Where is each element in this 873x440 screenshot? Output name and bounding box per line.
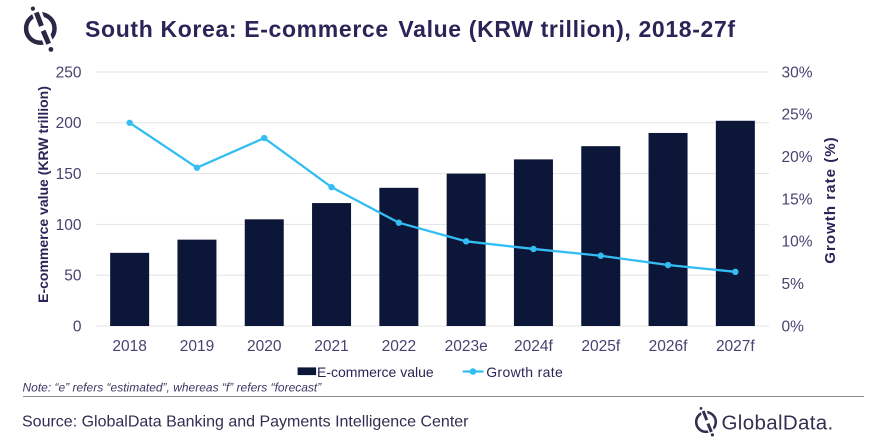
svg-text:Growth rate (%): Growth rate (%) (822, 136, 839, 263)
svg-text:GlobalData.: GlobalData. (722, 411, 834, 434)
svg-text:South Korea: E-commerce Value: South Korea: E-commerce Value (KRW trill… (85, 16, 736, 42)
svg-text:5%: 5% (782, 276, 805, 293)
svg-text:Source: GlobalData Banking and: Source: GlobalData Banking and Payments … (22, 413, 469, 430)
svg-text:2019: 2019 (180, 338, 214, 355)
svg-text:2021: 2021 (314, 338, 348, 355)
svg-text:150: 150 (56, 166, 82, 183)
svg-text:250: 250 (56, 64, 82, 81)
svg-text:E-commerce value: E-commerce value (317, 364, 434, 380)
svg-text:15%: 15% (782, 191, 813, 208)
svg-text:200: 200 (56, 115, 82, 132)
svg-text:100: 100 (56, 217, 82, 234)
svg-text:30%: 30% (782, 64, 813, 81)
svg-text:2027f: 2027f (716, 338, 755, 355)
svg-text:2024f: 2024f (514, 338, 553, 355)
svg-text:Growth rate: Growth rate (486, 364, 563, 380)
svg-text:2023e: 2023e (445, 338, 488, 355)
svg-text:2020: 2020 (247, 338, 282, 355)
svg-text:25%: 25% (782, 107, 813, 124)
svg-text:Note: “e” refers “estimated”,: Note: “e” refers “estimated”, whereas “f… (23, 381, 323, 395)
svg-text:50: 50 (64, 268, 82, 285)
svg-text:2022: 2022 (382, 338, 416, 355)
svg-text:E-commerce value (KRW trillion: E-commerce value (KRW trillion) (35, 86, 51, 303)
svg-text:0%: 0% (782, 318, 805, 335)
svg-text:2026f: 2026f (649, 338, 688, 355)
svg-text:0: 0 (73, 318, 82, 335)
svg-text:2018: 2018 (112, 338, 146, 355)
svg-text:20%: 20% (782, 149, 813, 166)
svg-text:10%: 10% (782, 234, 813, 251)
svg-text:2025f: 2025f (581, 338, 620, 355)
